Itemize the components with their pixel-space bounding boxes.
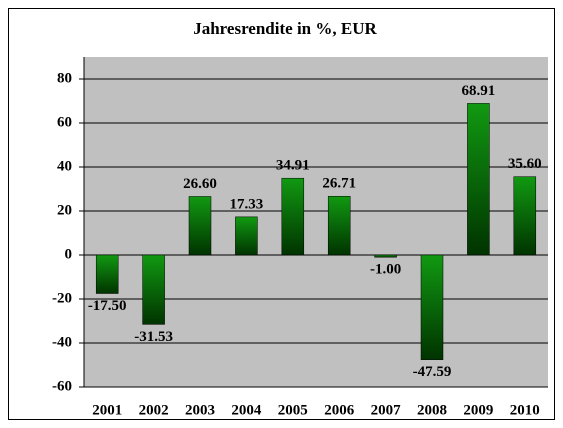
x-tick-label: 2007	[371, 402, 402, 418]
x-tick-label: 2006	[324, 402, 355, 418]
y-tick-label: -20	[52, 290, 72, 306]
chart-title: Jahresrendite in %, EUR	[193, 19, 377, 38]
x-tick-label: 2004	[231, 402, 262, 418]
value-label: 26.71	[322, 176, 356, 192]
value-label: 68.91	[462, 83, 496, 99]
x-tick-label: 2001	[92, 402, 122, 418]
value-label: 34.91	[276, 158, 310, 174]
bar	[188, 196, 212, 256]
value-label: -47.59	[413, 364, 452, 380]
value-label: 35.60	[508, 156, 542, 172]
value-label: -17.50	[88, 298, 127, 314]
x-tick-label: 2009	[463, 402, 493, 418]
bar	[235, 216, 258, 256]
bar	[142, 254, 165, 325]
x-tick-label: 2010	[510, 402, 540, 418]
x-tick-label: 2003	[185, 402, 215, 418]
y-tick-label: 20	[57, 202, 72, 218]
bar	[95, 254, 119, 294]
value-label: -31.53	[134, 329, 173, 345]
value-label: 26.60	[183, 176, 217, 192]
bar	[374, 254, 397, 258]
bar	[513, 176, 537, 256]
value-label: 17.33	[230, 196, 264, 212]
bar	[327, 195, 351, 256]
y-tick-label: 80	[57, 70, 72, 86]
y-tick-label: 60	[57, 114, 72, 130]
x-tick-label: 2002	[139, 402, 169, 418]
x-tick-label: 2008	[417, 402, 447, 418]
y-tick-label: -60	[52, 378, 72, 394]
y-tick-label: 40	[57, 158, 72, 174]
y-tick-label: -40	[52, 334, 72, 350]
y-tick-label: 0	[65, 246, 73, 262]
x-tick-label: 2005	[278, 402, 308, 418]
bar	[467, 103, 490, 256]
bar	[281, 177, 305, 256]
value-label: -1.00	[370, 262, 401, 278]
bar	[420, 254, 444, 360]
